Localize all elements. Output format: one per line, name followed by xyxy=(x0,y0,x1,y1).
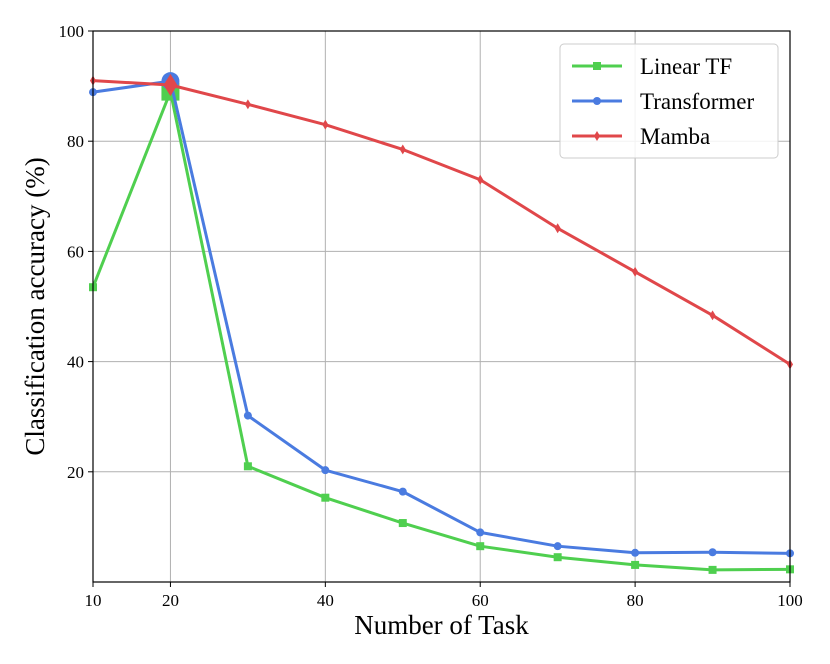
data-point-mamba xyxy=(163,73,178,97)
legend-label-transformer: Transformer xyxy=(640,89,754,114)
x-tick-label: 60 xyxy=(472,591,489,610)
series-line-linear-tf xyxy=(91,90,791,572)
legend-marker-transformer xyxy=(593,97,601,105)
data-point-transformer xyxy=(321,466,330,475)
data-point-mamba xyxy=(709,310,716,321)
data-point-mamba xyxy=(244,99,251,110)
data-point-mamba xyxy=(399,144,406,155)
legend-label-mamba: Mamba xyxy=(640,124,710,149)
x-axis-ticks: 10 20 40 60 80 100 xyxy=(85,582,803,610)
y-axis-label: Classification accuracy (%) xyxy=(20,157,50,455)
x-tick-label: 20 xyxy=(162,591,179,610)
data-point-transformer xyxy=(398,487,407,496)
x-tick-label: 10 xyxy=(85,591,102,610)
data-point-linear-tf xyxy=(398,519,407,528)
series-line-mamba xyxy=(92,79,791,366)
data-point-linear-tf xyxy=(708,565,717,574)
y-tick-label: 60 xyxy=(67,242,84,261)
data-point-linear-tf xyxy=(553,553,562,562)
data-point-transformer xyxy=(476,528,485,537)
x-axis-label: Number of Task xyxy=(354,610,529,640)
x-tick-label: 100 xyxy=(777,591,803,610)
legend-marker-linear-tf xyxy=(593,62,601,70)
data-point-transformer xyxy=(631,548,640,557)
data-point-transformer xyxy=(553,542,562,551)
data-point-mamba xyxy=(477,174,484,185)
data-point-mamba xyxy=(554,223,561,234)
legend-marker-mamba xyxy=(593,131,601,141)
data-point-mamba xyxy=(322,119,329,130)
data-point-linear-tf xyxy=(631,560,640,569)
legend-box xyxy=(559,43,779,159)
data-point-transformer xyxy=(708,548,717,557)
y-tick-label: 100 xyxy=(59,22,85,41)
x-tick-label: 80 xyxy=(627,591,644,610)
series-line-transformer xyxy=(92,79,791,555)
data-point-mamba xyxy=(632,266,639,277)
data-series xyxy=(89,72,794,574)
data-point-linear-tf xyxy=(321,493,330,502)
legend: Linear TF Transformer Mamba xyxy=(559,43,779,159)
y-tick-label: 20 xyxy=(67,463,84,482)
y-axis-ticks: 20 40 60 80 100 xyxy=(59,22,93,482)
data-point-transformer xyxy=(243,411,252,420)
y-tick-label: 80 xyxy=(67,132,84,151)
legend-label-linear-tf: Linear TF xyxy=(640,54,732,79)
data-point-linear-tf xyxy=(243,462,252,471)
plot-frame xyxy=(92,30,791,583)
x-tick-label: 40 xyxy=(317,591,334,610)
series-mamba xyxy=(89,73,794,370)
y-tick-label: 40 xyxy=(67,353,84,372)
data-point-linear-tf xyxy=(476,542,485,551)
